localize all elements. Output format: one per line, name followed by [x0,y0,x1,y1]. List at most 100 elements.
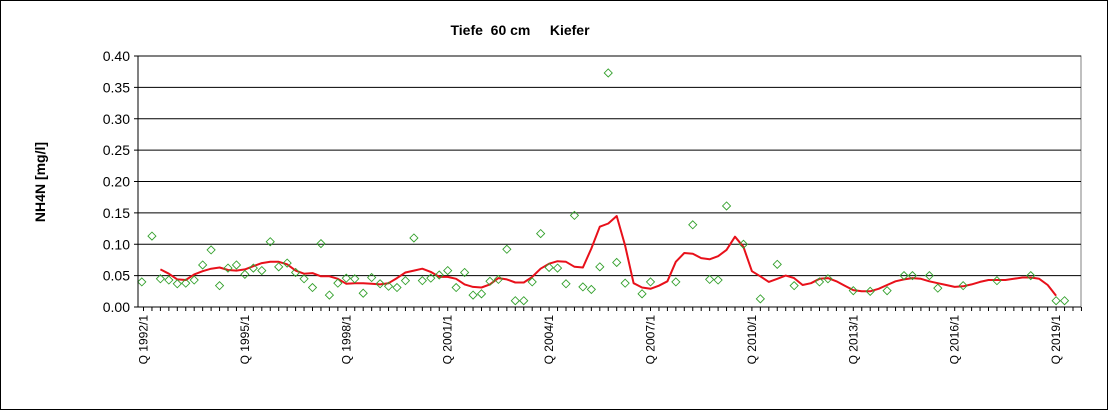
x-tick-label: Q 1995/1 [238,315,252,365]
data-point-marker [814,277,825,287]
x-tick-label: Q 2010/1 [745,315,759,365]
data-point-marker [552,263,563,273]
data-point-marker [958,281,968,291]
data-point-marker [409,233,419,243]
data-point-marker [274,262,284,272]
data-point-marker [899,270,909,281]
data-point-marker [848,286,858,296]
x-tick-label: Q 1992/1 [137,315,151,365]
y-tick-label: 0.00 [103,299,130,315]
y-tick-label: 0.40 [103,48,130,64]
data-point-marker [527,277,537,287]
data-point-marker [172,279,182,289]
data-point-marker [299,274,309,284]
data-point-marker [307,282,318,293]
data-point-marker [586,284,596,295]
data-point-marker [544,262,554,273]
y-tick-label: 0.05 [103,268,130,284]
y-tick-label: 0.30 [103,111,130,127]
x-tick-label: Q 2016/1 [948,315,962,365]
data-point-marker [823,274,833,284]
data-point-marker [645,277,656,287]
data-point-marker [755,294,765,304]
data-point-marker [772,259,782,269]
x-axis-ticks: Q 1992/1 Q 1995/1 Q 1998/1 Q 2001/1 Q 2004/1… [137,307,1082,364]
data-point-marker [181,278,191,288]
y-tick-label: 0.20 [103,174,130,190]
y-tick-label: 0.25 [103,142,130,158]
data-point-marker [933,283,943,293]
data-point-marker [569,210,580,221]
data-point-marker [502,244,512,254]
data-point-marker [417,276,427,286]
y-axis-label: NH4N [mg/l] [32,142,48,222]
x-tick-label: Q 2019/1 [1049,315,1063,365]
y-tick-label: 0.10 [103,236,130,252]
data-point-marker [223,263,233,273]
data-point-marker [1051,296,1061,306]
data-point-marker [485,276,495,286]
data-point-marker [383,281,394,291]
data-point-marker [282,258,292,268]
moving-average-line [159,215,1057,297]
data-point-marker [493,274,504,285]
gridlines [138,55,1081,277]
data-point-marker [198,260,208,270]
y-axis-ticks: 0.00 0.05 0.10 0.15 0.20 0.25 0.30 0.35 0.40 [103,48,138,315]
data-point-marker [316,238,326,249]
data-point-marker [907,270,918,281]
data-point-marker [290,267,301,278]
data-point-marker [341,273,351,283]
data-point-marker [603,68,613,78]
chart-title: Tiefe 60 cm Kiefer [450,22,590,38]
data-point-marker [637,289,647,299]
data-point-marker [612,257,622,268]
data-point-marker [375,279,385,289]
data-point-marker [400,276,411,286]
data-point-marker [671,277,681,287]
data-point-marker [536,228,546,239]
data-point-marker [214,281,225,291]
data-point-marker [358,288,368,298]
data-point-marker [992,276,1002,286]
data-point-marker [248,263,258,273]
y-tick-label: 0.15 [103,205,130,221]
data-point-marker [333,278,343,288]
x-tick-label: Q 2004/1 [542,315,556,365]
data-point-marker [561,279,571,289]
data-point-marker [137,277,147,287]
data-point-marker [426,273,436,283]
data-point-marker [738,239,749,249]
data-point-marker [1059,296,1070,306]
data-point-marker [350,274,360,284]
data-point-marker [231,260,242,270]
data-point-marker [324,290,335,300]
data-point-marker [713,275,723,285]
data-point-marker [434,270,444,280]
data-point-marker [595,262,605,272]
data-point-marker [882,286,892,296]
data-point-marker [443,265,453,276]
data-point-marker [147,231,157,241]
data-point-marker [265,237,275,247]
data-point-marker [620,278,630,288]
y-tick-label: 0.35 [103,79,130,95]
data-point-marker [865,286,875,296]
data-point-marker [189,275,199,285]
measurement-series [137,68,1070,306]
data-point-marker [459,267,470,278]
x-tick-label: Q 2007/1 [644,315,658,365]
data-point-marker [578,282,588,292]
data-point-marker [688,220,698,230]
data-point-marker [367,272,377,283]
data-point-marker [721,201,732,211]
data-point-marker [240,269,250,280]
data-point-marker [789,281,799,291]
moving-average-series [159,215,1057,297]
data-point-marker [206,245,216,255]
data-point-marker [155,274,166,284]
data-point-marker [924,270,934,281]
data-point-marker [705,274,715,285]
data-point-marker [257,265,267,276]
data-point-marker [510,296,520,306]
